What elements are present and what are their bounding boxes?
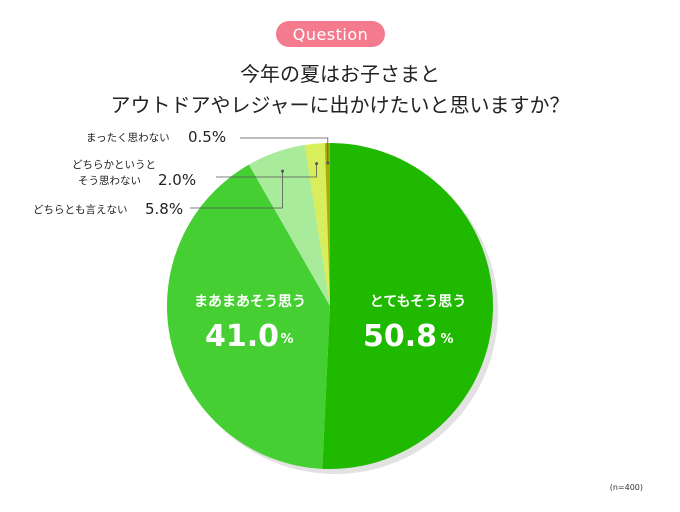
slice-label-totemo: とてもそう思う <box>370 294 467 310</box>
leader-dochiraka <box>216 163 318 178</box>
slice-unit-maamaa: % <box>280 332 293 347</box>
slice-dochiraka <box>304 143 330 306</box>
leader-dochiraka-dot <box>315 162 319 166</box>
label-dochiraka-line1: どちらかというと <box>72 159 156 171</box>
label-dochiraka-line2: そう思わない <box>78 175 141 187</box>
leader-dochiratomo <box>190 171 283 209</box>
leader-mattaku <box>240 137 329 163</box>
slice-mattaku <box>324 143 330 306</box>
chart-title-line1: 今年の夏はお子さまと <box>240 62 440 86</box>
pie-slices <box>167 143 493 469</box>
value-mattaku: 0.5% <box>188 128 226 146</box>
slice-dochiratomo <box>248 145 330 306</box>
slice-totemo <box>322 143 493 469</box>
slice-unit-totemo: % <box>440 332 453 347</box>
leader-lines <box>190 137 330 209</box>
value-dochiratomo: 5.8% <box>145 200 183 218</box>
leader-mattaku-dot <box>326 161 330 165</box>
label-mattaku: まったく思わない <box>86 132 170 144</box>
slice-value-totemo: 50.8 <box>363 319 437 354</box>
slice-maamaa <box>167 164 330 469</box>
sample-size: (n=400) <box>609 483 643 492</box>
question-badge: Question <box>276 21 385 47</box>
slice-label-maamaa: まあまあそう思う <box>194 294 306 310</box>
chart-title-line2: アウトドアやレジャーに出かけたいと思いますか？ <box>110 93 570 117</box>
slice-value-maamaa: 41.0 <box>205 319 279 354</box>
value-dochiraka: 2.0% <box>158 171 196 189</box>
leader-dochiratomo-dot <box>281 169 284 173</box>
label-dochiratomo: どちらとも言えない <box>33 203 128 216</box>
